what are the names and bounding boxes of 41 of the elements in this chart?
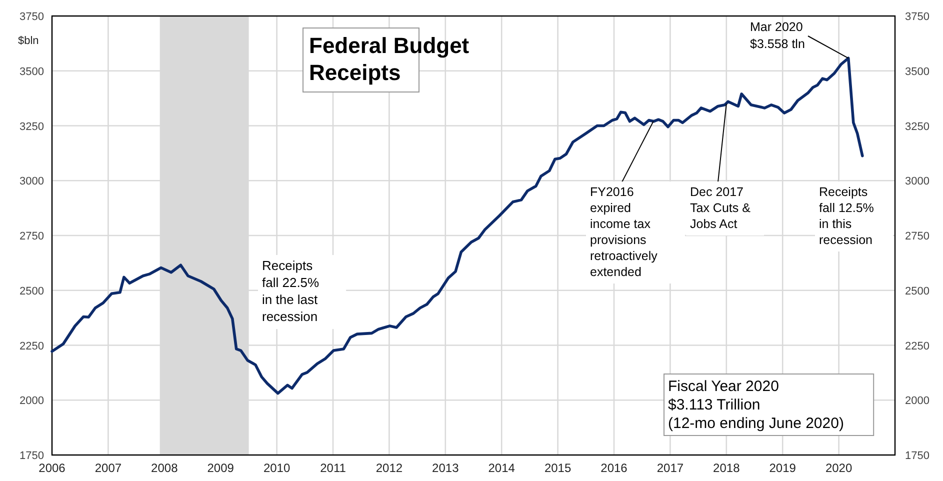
x-tick-label: 2019 bbox=[769, 461, 796, 475]
y-tick-label: 3250 bbox=[20, 120, 44, 133]
x-tick-label: 2017 bbox=[656, 461, 684, 475]
y2-tick-label: 3000 bbox=[905, 176, 930, 188]
annotation: FY2016 expired income tax provisions retroactively extended bbox=[590, 185, 658, 279]
y-tick-label: 3000 bbox=[20, 176, 44, 188]
y2-tick-label: 3500 bbox=[905, 66, 930, 78]
x-tick-label: 2020 bbox=[825, 461, 852, 475]
y-tick-label: 1750 bbox=[20, 450, 44, 462]
x-tick-label: 2011 bbox=[320, 461, 346, 475]
y-tick-label: 3500 bbox=[20, 66, 44, 78]
x-tick-label: 2016 bbox=[600, 461, 628, 475]
y-tick-label: 2000 bbox=[20, 395, 44, 408]
annotation: Receipts fall 12.5% in this recession bbox=[819, 185, 874, 247]
y-tick-label: 2250 bbox=[20, 340, 44, 352]
x-tick-label: 2007 bbox=[94, 461, 122, 475]
annotation: Receipts fall 22.5% in the last recession bbox=[262, 258, 320, 324]
y2-tick-label: 3250 bbox=[905, 120, 930, 133]
y2-tick-label: 1750 bbox=[905, 450, 930, 462]
annotation: Fiscal Year 2020 $3.113 Trillion (12-mo ending June 2020) bbox=[668, 378, 844, 432]
text: Federal Budget Receipts bbox=[309, 33, 470, 85]
y2-tick-label: 2750 bbox=[905, 230, 930, 242]
annotation: Mar 2020 $3.558 tln bbox=[750, 20, 805, 51]
y-axis-title: $bln bbox=[18, 35, 39, 47]
y2-tick-label: 3750 bbox=[905, 11, 930, 23]
x-tick-label: 2013 bbox=[432, 461, 460, 475]
x-tick-label: 2009 bbox=[207, 461, 234, 475]
y-tick-label: 2750 bbox=[20, 230, 44, 242]
annotation: Dec 2017 Tax Cuts & Jobs Act bbox=[690, 185, 752, 231]
y2-tick-label: 2000 bbox=[905, 395, 930, 408]
y-tick-label: 3750 bbox=[20, 11, 44, 23]
x-tick-label: 2014 bbox=[488, 461, 516, 475]
x-tick-label: 2010 bbox=[263, 461, 290, 475]
y2-tick-label: 2500 bbox=[905, 285, 930, 298]
y2-tick-label: 2250 bbox=[905, 340, 930, 352]
y-tick-label: 2500 bbox=[20, 285, 44, 298]
x-tick-label: 2012 bbox=[376, 461, 403, 475]
x-tick-label: 2008 bbox=[151, 461, 178, 475]
x-tick-label: 2006 bbox=[38, 461, 66, 475]
x-tick-label: 2018 bbox=[713, 461, 740, 475]
x-tick-label: 2015 bbox=[544, 461, 572, 475]
